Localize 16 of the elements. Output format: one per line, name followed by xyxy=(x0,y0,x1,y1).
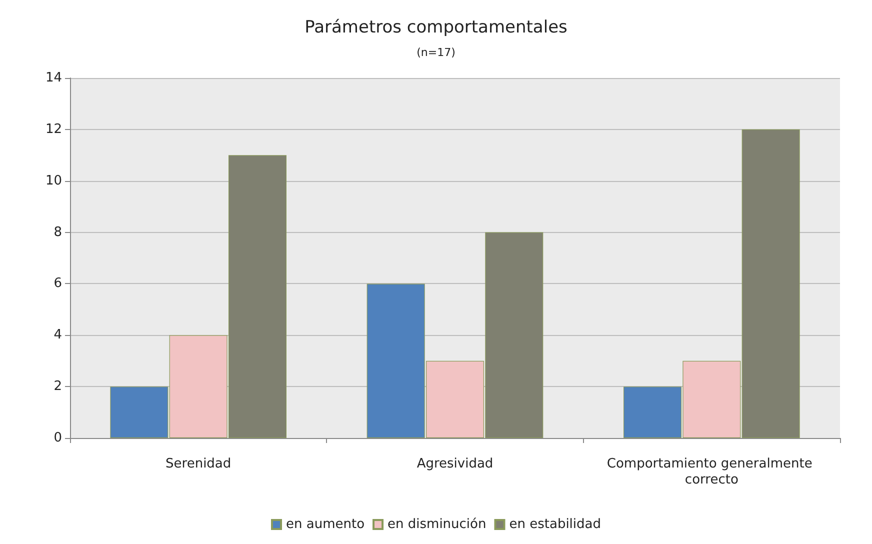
x-tick-label: Serenidad xyxy=(166,456,232,472)
chart-subtitle: (n=17) xyxy=(416,46,456,59)
y-tick-label: 0 xyxy=(54,430,62,446)
y-tick-label: 14 xyxy=(45,70,62,86)
y-tick-label: 6 xyxy=(54,276,62,292)
legend-label: en aumento xyxy=(286,517,365,532)
y-tick-label: 12 xyxy=(45,122,62,137)
y-tick-label: 8 xyxy=(54,224,62,240)
legend-label: en estabilidad xyxy=(509,517,602,532)
y-tick-label: 4 xyxy=(54,328,62,343)
legend-label: en disminución xyxy=(388,517,486,532)
chart-title: Parámetros comportamentales xyxy=(304,18,568,38)
x-tick-label: Agresividad xyxy=(416,456,494,472)
x-tick-label: Comportamiento generalmente correcto xyxy=(606,456,816,488)
y-tick-label: 10 xyxy=(45,173,62,188)
y-tick-label: 2 xyxy=(54,379,62,394)
